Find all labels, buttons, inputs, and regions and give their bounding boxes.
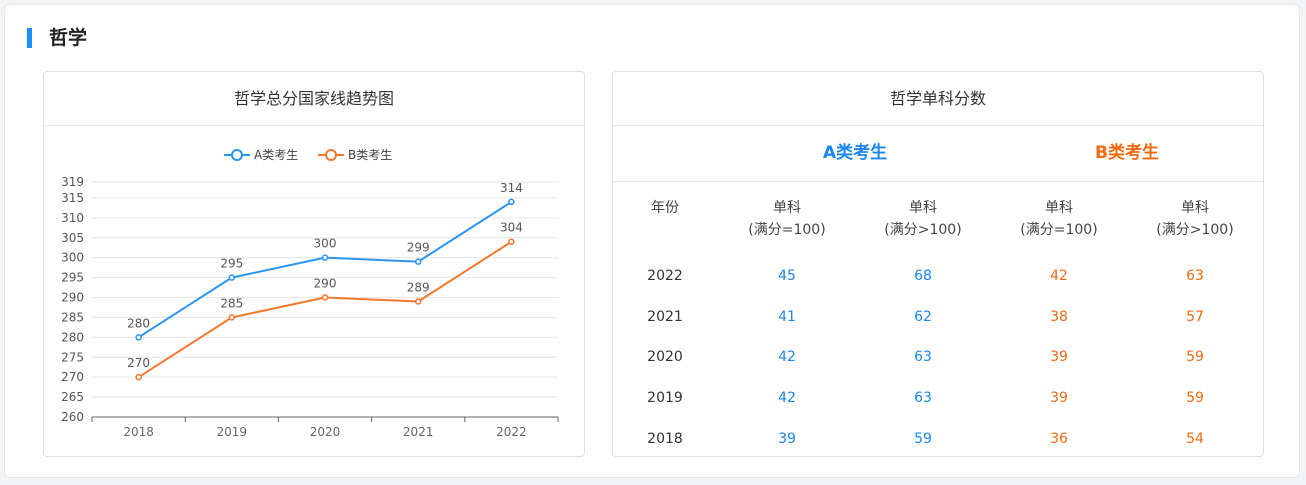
data-label: 285 <box>220 296 243 310</box>
score-cell: 38 <box>1050 309 1068 325</box>
y-tick-label: 290 <box>61 291 84 305</box>
data-label: 290 <box>314 277 337 291</box>
score-cell: 41 <box>778 309 796 325</box>
header-b-gt100-line2: (满分>100) <box>1156 222 1234 238</box>
section-title: 哲学 <box>49 27 88 49</box>
score-cell: 39 <box>1050 349 1068 365</box>
data-label: 300 <box>314 237 337 251</box>
legend-label-b: B类考生 <box>348 148 393 162</box>
data-point <box>321 254 329 261</box>
header-year: 年份 <box>651 200 679 216</box>
y-tick-label: 265 <box>61 390 84 404</box>
data-label: 289 <box>407 280 430 294</box>
score-cell: 42 <box>1050 268 1068 284</box>
data-label: 314 <box>500 181 523 195</box>
score-cell: 39 <box>778 431 796 447</box>
data-point <box>135 373 142 381</box>
header-b-le100-line1: 单科 <box>1045 200 1073 216</box>
header-b-gt100-line1: 单科 <box>1181 200 1209 216</box>
score-cell: 63 <box>914 390 932 406</box>
legend-label-a: A类考生 <box>254 148 299 162</box>
data-point <box>508 198 515 206</box>
trend-chart-card: 哲学总分国家线趋势图 260 265 270 275 280 285 290 295 300 30… <box>43 71 585 457</box>
data-label: 295 <box>220 257 243 271</box>
x-tick-label: 2021 <box>403 425 434 439</box>
score-cell: 62 <box>914 309 932 325</box>
x-tick-label: 2022 <box>496 425 527 439</box>
y-tick-label: 285 <box>61 310 84 324</box>
legend-item-a[interactable]: A类考生 <box>224 146 314 164</box>
group-b-label: B类考生 <box>1095 143 1159 163</box>
score-cell: 39 <box>1050 390 1068 406</box>
y-tick-label: 300 <box>61 251 84 265</box>
data-label: 270 <box>127 356 150 370</box>
data-point <box>321 294 329 301</box>
score-cell: 57 <box>1186 309 1204 325</box>
y-tick-label: 270 <box>61 370 84 384</box>
section-accent-bar <box>27 28 32 48</box>
data-label: 280 <box>127 316 150 330</box>
data-label: 299 <box>407 241 430 255</box>
score-cell: 54 <box>1186 431 1204 447</box>
header-a-le100-line1: 单科 <box>773 200 801 216</box>
group-a-label: A类考生 <box>822 143 888 163</box>
year-cell: 2020 <box>647 349 683 365</box>
header-b-le100-line2: (满分=100) <box>1020 222 1098 238</box>
score-cell: 42 <box>778 390 796 406</box>
year-cell: 2021 <box>647 309 683 325</box>
year-cell: 2018 <box>647 431 683 447</box>
chart-card-title: 哲学总分国家线趋势图 <box>44 72 584 126</box>
score-cell: 63 <box>1186 268 1204 284</box>
score-table-card: 哲学单科分数 A类考生 B类考生 年份 单科 (满分=100) 单科 (满分>1… <box>612 71 1264 457</box>
score-cell: 63 <box>914 349 932 365</box>
data-label: 304 <box>500 221 523 235</box>
line-chart: 260 265 270 275 280 285 290 295 300 305 310 315 319 2… <box>61 175 559 439</box>
header-a-gt100-line2: (满分>100) <box>884 222 962 238</box>
y-tick-label: 275 <box>61 350 84 364</box>
score-cell: 42 <box>778 349 796 365</box>
data-point <box>508 238 515 245</box>
x-tick-label: 2018 <box>123 425 154 439</box>
year-cell: 2022 <box>647 268 683 284</box>
data-point <box>414 258 422 265</box>
score-cell: 36 <box>1050 431 1068 447</box>
y-tick-label: 280 <box>61 330 84 344</box>
x-tick-label: 2019 <box>217 425 248 439</box>
y-tick-label: 260 <box>61 410 84 424</box>
page-container: 哲学 哲学总分国家线趋势图 260 265 270 275 280 285 290 295 30… <box>4 4 1300 478</box>
table-card-title: 哲学单科分数 <box>613 72 1263 126</box>
data-point <box>135 334 142 341</box>
score-cell: 68 <box>914 268 932 284</box>
y-tick-label: 310 <box>61 211 84 225</box>
legend-swatch-a <box>224 149 250 161</box>
data-point <box>228 314 236 321</box>
data-point <box>228 274 236 281</box>
score-cell: 59 <box>914 431 932 447</box>
data-point <box>414 298 422 305</box>
score-cell: 45 <box>778 268 796 284</box>
y-tick-label: 319 <box>61 175 84 189</box>
header-a-le100-line2: (满分=100) <box>748 222 826 238</box>
year-cell: 2019 <box>647 390 683 406</box>
legend-swatch-b <box>318 149 344 161</box>
header-a-gt100-line1: 单科 <box>909 200 937 216</box>
y-tick-label: 295 <box>61 271 84 285</box>
x-tick-label: 2020 <box>310 425 341 439</box>
score-cell: 59 <box>1186 349 1204 365</box>
score-cell: 59 <box>1186 390 1204 406</box>
group-header-row: A类考生 B类考生 <box>613 126 1263 182</box>
legend-item-b[interactable]: B类考生 <box>318 146 408 164</box>
y-tick-label: 305 <box>61 231 84 245</box>
y-tick-label: 315 <box>61 191 84 205</box>
